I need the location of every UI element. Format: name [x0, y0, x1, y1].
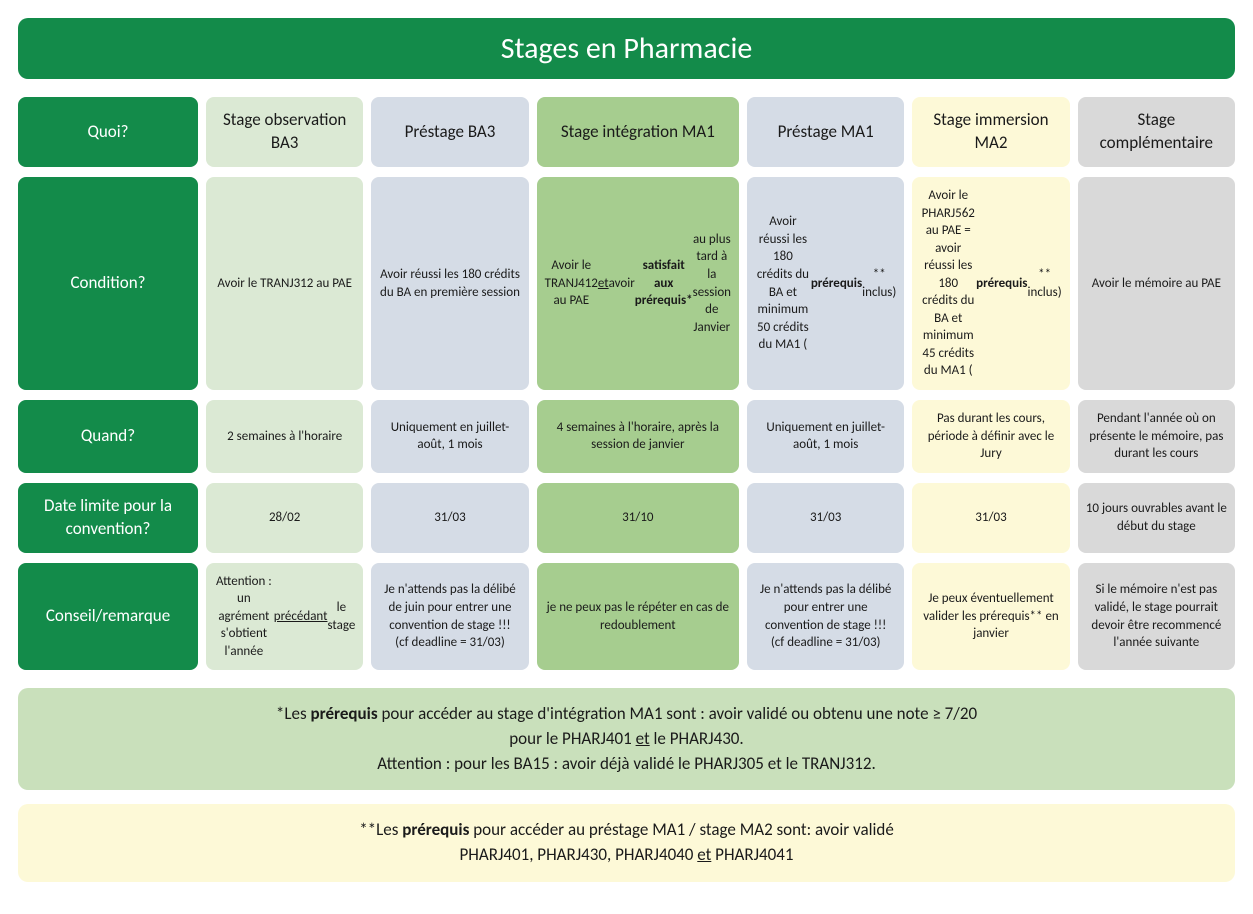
- col-header-3: Préstage MA1: [747, 97, 904, 167]
- cell-r3-c2: 31/10: [537, 483, 739, 553]
- cell-r3-c4: 31/03: [912, 483, 1069, 553]
- cell-r2-c3: Uniquement en juillet-août, 1 mois: [747, 400, 904, 473]
- stages-grid: Quoi?Stage observation BA3Préstage BA3St…: [18, 97, 1235, 670]
- cell-r4-c5: Si le mémoire n'est pas validé, le stage…: [1078, 563, 1235, 671]
- row-label-quoi: Quoi?: [18, 97, 198, 167]
- cell-r4-c1: Je n'attends pas la délibé de juin pour …: [371, 563, 528, 671]
- cell-r1-c5: Avoir le mémoire au PAE: [1078, 177, 1235, 390]
- cell-r3-c0: 28/02: [206, 483, 363, 553]
- row-label-3: Date limite pour la convention?: [18, 483, 198, 553]
- cell-r2-c0: 2 semaines à l'horaire: [206, 400, 363, 473]
- cell-r3-c5: 10 jours ouvrables avant le début du sta…: [1078, 483, 1235, 553]
- col-header-0: Stage observation BA3: [206, 97, 363, 167]
- cell-r4-c4: Je peux éventuellement valider les prére…: [912, 563, 1069, 671]
- page-title: Stages en Pharmacie: [18, 18, 1235, 79]
- cell-r1-c0: Avoir le TRANJ312 au PAE: [206, 177, 363, 390]
- cell-r2-c4: Pas durant les cours, période à définir …: [912, 400, 1069, 473]
- cell-r1-c2: Avoir le TRANJ412 au PAE et avoir satisf…: [537, 177, 739, 390]
- cell-r2-c5: Pendant l'année où on présente le mémoir…: [1078, 400, 1235, 473]
- row-label-2: Quand?: [18, 400, 198, 473]
- cell-r1-c3: Avoir réussi les 180 crédits du BA et mi…: [747, 177, 904, 390]
- cell-r4-c2: je ne peux pas le répéter en cas de redo…: [537, 563, 739, 671]
- row-label-1: Condition?: [18, 177, 198, 390]
- col-header-5: Stage complémentaire: [1078, 97, 1235, 167]
- cell-r3-c1: 31/03: [371, 483, 528, 553]
- footnote-0: *Les prérequis pour accéder au stage d'i…: [18, 688, 1235, 790]
- cell-r1-c1: Avoir réussi les 180 crédits du BA en pr…: [371, 177, 528, 390]
- cell-r2-c2: 4 semaines à l'horaire, après la session…: [537, 400, 739, 473]
- cell-r1-c4: Avoir le PHARJ562 au PAE = avoir réussi …: [912, 177, 1069, 390]
- row-label-4: Conseil/remarque: [18, 563, 198, 671]
- col-header-1: Préstage BA3: [371, 97, 528, 167]
- cell-r2-c1: Uniquement en juillet-août, 1 mois: [371, 400, 528, 473]
- footnote-1: **Les prérequis pour accéder au préstage…: [18, 804, 1235, 881]
- cell-r4-c0: Attention : un agrément s'obtient l'anné…: [206, 563, 363, 671]
- cell-r4-c3: Je n'attends pas la délibé pour entrer u…: [747, 563, 904, 671]
- col-header-4: Stage immersion MA2: [912, 97, 1069, 167]
- cell-r3-c3: 31/03: [747, 483, 904, 553]
- col-header-2: Stage intégration MA1: [537, 97, 739, 167]
